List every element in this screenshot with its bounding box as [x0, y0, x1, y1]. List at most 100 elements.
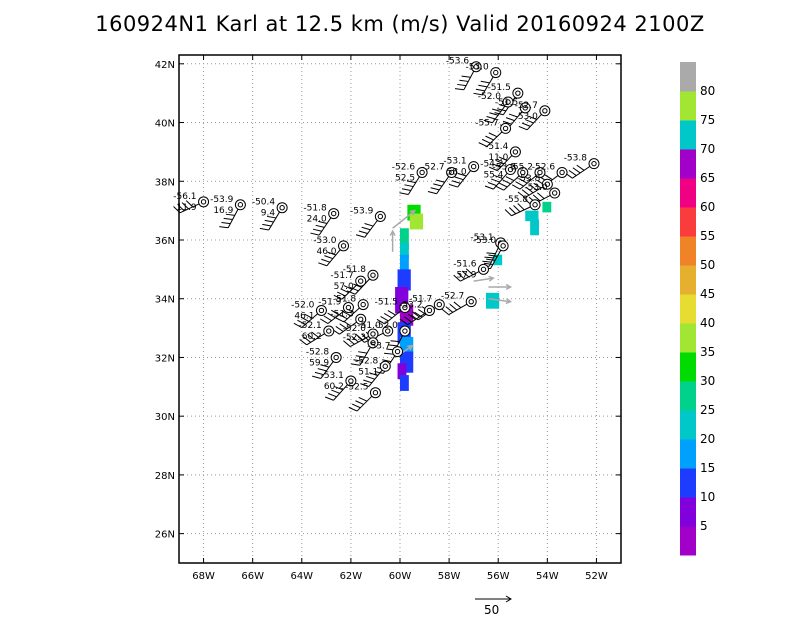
station-marker — [367, 269, 379, 281]
station-marker — [556, 166, 568, 178]
y-tick-label: 40N — [155, 119, 175, 130]
station-marker-inner — [237, 202, 244, 208]
station-marker-inner — [507, 166, 514, 173]
reference-vector-arrowhead — [505, 595, 512, 603]
colorbar-swatch — [680, 236, 696, 266]
wind-barb-flag — [451, 180, 461, 184]
wind-vector — [473, 277, 494, 282]
station-marker-inner — [448, 169, 455, 176]
wind-barb-flag — [407, 313, 416, 320]
wind-barbs — [173, 66, 595, 412]
wind-barb-flag — [568, 169, 577, 176]
wind-barb-flag — [355, 355, 365, 358]
wind-barb-flag — [293, 322, 303, 328]
colorbar: 5 10 15 20 25 30 35 40 45 50 55 60 65 70 75 80 — [680, 62, 715, 556]
x-tick-label: 62W — [340, 571, 363, 582]
station-marker-inner — [552, 190, 558, 196]
wind-barb-flag — [483, 262, 493, 266]
station-temperature-label: -53.8 — [564, 154, 588, 164]
station-temperature-label: -51.8 — [303, 204, 327, 214]
wind-barb-flag — [484, 185, 494, 190]
wind-barb-flag — [259, 227, 269, 231]
station-marker — [416, 166, 428, 178]
wind-barb-flag — [314, 371, 324, 376]
wind-barb-flag — [346, 290, 356, 295]
station-marker — [588, 158, 600, 170]
wind-barb-flag — [494, 174, 503, 180]
station-marker-inner — [360, 301, 366, 308]
station-marker-inner — [340, 243, 347, 249]
wind-barb-flag — [318, 262, 327, 267]
station-temperature-label: -52.1 — [298, 321, 321, 331]
colorbar-label: 70 — [700, 142, 715, 156]
station-marker-inner — [502, 125, 509, 132]
wind-barb-flag — [343, 320, 352, 327]
wind-barb-flag — [343, 340, 351, 347]
wind-barb-flag — [482, 260, 492, 263]
station-marker-inner — [333, 354, 339, 361]
station-marker-inner — [426, 307, 433, 314]
colorbar-swatch — [680, 62, 696, 92]
station-temperature-label: -51.8 — [343, 265, 367, 275]
wind-barb-flag — [517, 203, 525, 211]
wind-barb-flag — [404, 316, 412, 323]
wind-barb-flag — [384, 352, 394, 355]
wind-barb-flag — [223, 217, 233, 220]
colorbar-swatch — [680, 323, 696, 353]
station-value-label: 16.9 — [213, 206, 233, 216]
station-marker-inner — [468, 298, 474, 305]
station-temperature-label: -51.7 — [330, 271, 353, 281]
station-marker — [446, 166, 458, 178]
observation-stations: -56.111.9-53.916.9-50.49.4-51.824.0-53.9… — [173, 57, 600, 399]
wind-barb-flag — [528, 115, 537, 121]
station-marker-inner — [473, 64, 479, 70]
wind-barb-flag — [312, 375, 322, 379]
station-temperature-label: -53.2 — [399, 300, 422, 310]
station-marker-inner — [559, 169, 565, 176]
wind-barb-flag — [363, 379, 373, 384]
wind-barb-flag — [312, 228, 322, 232]
station-temperature-label: -53.9 — [492, 162, 516, 172]
wind-barb-flag — [492, 108, 501, 113]
station-temperature-label: -52.0 — [343, 324, 367, 334]
wind-barb-flag — [517, 191, 526, 198]
station-temperature-label: -52.7 — [515, 101, 538, 111]
wind-vector-head — [407, 344, 414, 351]
station-marker — [512, 87, 524, 99]
station-marker — [490, 67, 502, 79]
x-tick-label: 66W — [241, 571, 264, 582]
wind-barb-flag — [505, 176, 515, 182]
station-marker-inner — [532, 202, 538, 208]
colorbar-swatch — [680, 149, 696, 179]
wind-barb-flag — [358, 351, 368, 354]
station-temperature-label: -53.9 — [350, 207, 374, 217]
wind-barb-flag — [473, 92, 483, 96]
wind-barb-flag — [505, 117, 515, 122]
wind-barb-flag — [435, 179, 445, 183]
wind-barb-flag — [225, 213, 235, 216]
station-marker-inner — [318, 307, 325, 314]
wind-vector-head — [505, 283, 513, 291]
wind-barb-flag — [311, 331, 319, 338]
station-marker — [433, 299, 445, 311]
wind-barb-flag — [355, 234, 365, 238]
x-tick-label: 58W — [438, 571, 461, 582]
wind-barb-flag — [388, 344, 398, 347]
wind-barb-flag — [300, 316, 310, 322]
wind-barb-flag — [495, 185, 504, 191]
wind-speed-cell — [542, 201, 552, 213]
wind-speed-cell — [485, 292, 500, 309]
reference-vector-label: 50 — [484, 603, 499, 617]
wind-barb-flag — [333, 294, 343, 300]
wind-barb-flag — [342, 311, 352, 317]
wind-barb-flag — [399, 192, 409, 195]
colorbar-label: 30 — [700, 374, 715, 388]
station-marker — [276, 202, 288, 214]
station-value-label: 59.9 — [309, 358, 329, 368]
wind-barb-flag — [576, 164, 585, 171]
wind-barb-flag — [331, 309, 340, 316]
station-marker-inner — [512, 149, 519, 155]
wind-barb-flag — [321, 258, 330, 263]
wind-barb-flag — [335, 317, 345, 323]
wind-barb-flag — [449, 303, 458, 311]
